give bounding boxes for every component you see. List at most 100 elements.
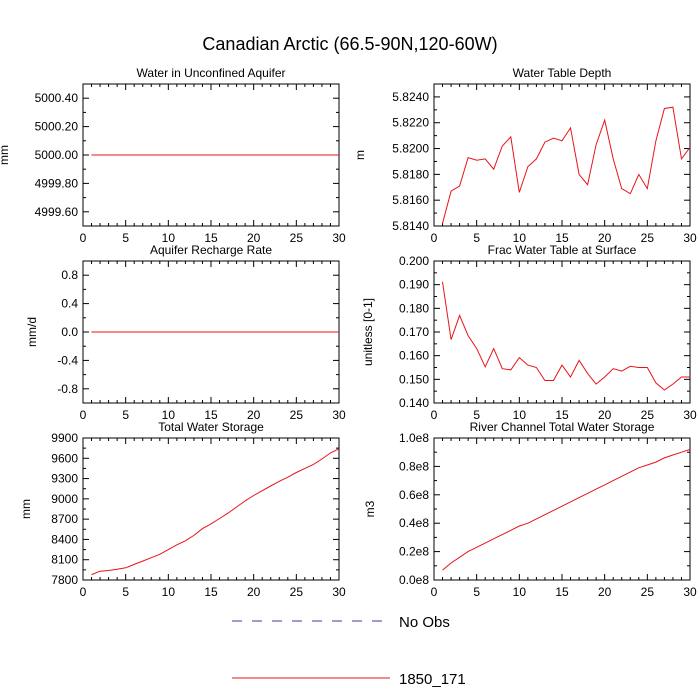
y-tick-label: 0.4	[61, 297, 78, 311]
y-tick-label: 9900	[51, 431, 78, 445]
chart-panel-1: Water in Unconfined Aquifer 0 5 10 15 20 25 30 4…	[0, 66, 346, 245]
x-tick-label: 0	[431, 585, 438, 599]
x-tick-label: 20	[598, 585, 612, 599]
x-tick-label: 30	[332, 585, 346, 599]
series-line	[442, 106, 691, 224]
chart-panel-4: Frac Water Table at Surface 0 5 10 15 20 25 30 0…	[361, 243, 697, 422]
panel-title: Aquifer Recharge Rate	[150, 243, 272, 257]
panel-title: Frac Water Table at Surface	[488, 243, 637, 257]
y-tick-label: 5.8140	[392, 219, 429, 233]
plot-frame	[433, 260, 691, 404]
x-tick-label: 25	[641, 408, 655, 422]
x-tick-label: 15	[204, 408, 218, 422]
y-tick-label: 7800	[51, 573, 78, 587]
y-axis-label: mm	[19, 499, 33, 519]
y-tick-label: 5.8160	[392, 193, 429, 207]
x-tick-label: 20	[247, 585, 261, 599]
y-tick-label: 0.150	[399, 372, 429, 386]
x-tick-label: 5	[473, 585, 480, 599]
x-tick-label: 20	[598, 408, 612, 422]
plot-frame	[433, 437, 691, 581]
x-tick-label: 30	[332, 231, 346, 245]
series-line	[442, 448, 691, 571]
y-tick-label: 5.8240	[392, 90, 429, 104]
x-tick-label: 10	[513, 585, 527, 599]
legend-label: 1850_171	[399, 671, 466, 688]
x-tick-label: 15	[204, 231, 218, 245]
x-tick-label: 25	[641, 231, 655, 245]
y-tick-label: -0.8	[57, 382, 78, 396]
y-tick-label: 8100	[51, 553, 78, 567]
y-axis-label: mm	[0, 145, 11, 165]
x-tick-label: 25	[290, 231, 304, 245]
panel-title: River Channel Total Water Storage	[470, 420, 655, 434]
chart-panel-3: Aquifer Recharge Rate 0 5 10 15 20 25 30 -0.8 -0.…	[25, 243, 346, 422]
x-tick-label: 25	[641, 585, 655, 599]
y-tick-label: 5.8200	[392, 142, 429, 156]
y-tick-label: 0.200	[399, 254, 429, 268]
x-tick-label: 10	[162, 231, 176, 245]
y-tick-label: 0.0	[61, 325, 78, 339]
series-line	[442, 281, 690, 391]
x-tick-label: 5	[473, 408, 480, 422]
y-tick-label: 0.6e8	[399, 488, 429, 502]
x-tick-label: 0	[431, 408, 438, 422]
x-tick-label: 20	[247, 231, 261, 245]
y-axis-label: m	[353, 150, 367, 160]
y-tick-label: 0.0e8	[399, 573, 429, 587]
y-tick-label: 0.160	[399, 349, 429, 363]
x-tick-label: 25	[290, 585, 304, 599]
x-tick-label: 10	[513, 231, 527, 245]
y-tick-label: 0.180	[399, 301, 429, 315]
y-axis-label: mm/d	[25, 317, 39, 347]
x-tick-label: 0	[80, 231, 87, 245]
y-tick-label: 5.8220	[392, 116, 429, 130]
y-tick-label: 0.8	[61, 268, 78, 282]
y-tick-label: 1.0e8	[399, 431, 429, 445]
plot-frame	[82, 437, 340, 581]
y-tick-label: 0.190	[399, 278, 429, 292]
y-tick-label: 8400	[51, 532, 78, 546]
panel-title: Water Table Depth	[513, 66, 612, 80]
y-tick-label: 5.8180	[392, 167, 429, 181]
x-tick-label: 10	[513, 408, 527, 422]
x-tick-label: 10	[162, 585, 176, 599]
y-axis-label: m3	[363, 500, 377, 517]
y-tick-label: 0.4e8	[399, 516, 429, 530]
x-tick-label: 5	[473, 231, 480, 245]
y-tick-label: 9300	[51, 472, 78, 486]
x-tick-label: 20	[247, 408, 261, 422]
x-tick-label: 15	[555, 231, 569, 245]
y-tick-label: 9600	[51, 451, 78, 465]
x-tick-label: 15	[555, 408, 569, 422]
x-tick-label: 5	[122, 585, 129, 599]
panel-title: Water in Unconfined Aquifer	[137, 66, 286, 80]
x-tick-label: 5	[122, 231, 129, 245]
y-tick-label: 0.170	[399, 325, 429, 339]
x-tick-label: 0	[80, 585, 87, 599]
x-tick-label: 5	[122, 408, 129, 422]
y-tick-label: 0.2e8	[399, 545, 429, 559]
legend: No Obs 1850_171	[232, 614, 466, 688]
y-tick-label: -0.4	[57, 353, 78, 367]
y-tick-label: 4999.80	[35, 176, 79, 190]
x-tick-label: 0	[80, 408, 87, 422]
figure-title: Canadian Arctic (66.5-90N,120-60W)	[202, 34, 498, 54]
y-tick-label: 5000.40	[35, 91, 79, 105]
panel-title: Total Water Storage	[158, 420, 264, 434]
y-tick-label: 0.140	[399, 396, 429, 410]
x-tick-label: 10	[162, 408, 176, 422]
x-tick-label: 15	[204, 585, 218, 599]
y-tick-label: 9000	[51, 492, 78, 506]
legend-label: No Obs	[399, 614, 450, 631]
y-tick-label: 8700	[51, 512, 78, 526]
x-tick-label: 25	[290, 408, 304, 422]
x-tick-label: 20	[598, 231, 612, 245]
x-tick-label: 30	[683, 408, 697, 422]
y-tick-label: 5000.00	[35, 148, 79, 162]
x-tick-label: 15	[555, 585, 569, 599]
chart-panel-6: River Channel Total Water Storage 0 5 10 15 2…	[363, 420, 697, 599]
y-tick-label: 5000.20	[35, 120, 79, 134]
plot-frame	[433, 83, 691, 227]
